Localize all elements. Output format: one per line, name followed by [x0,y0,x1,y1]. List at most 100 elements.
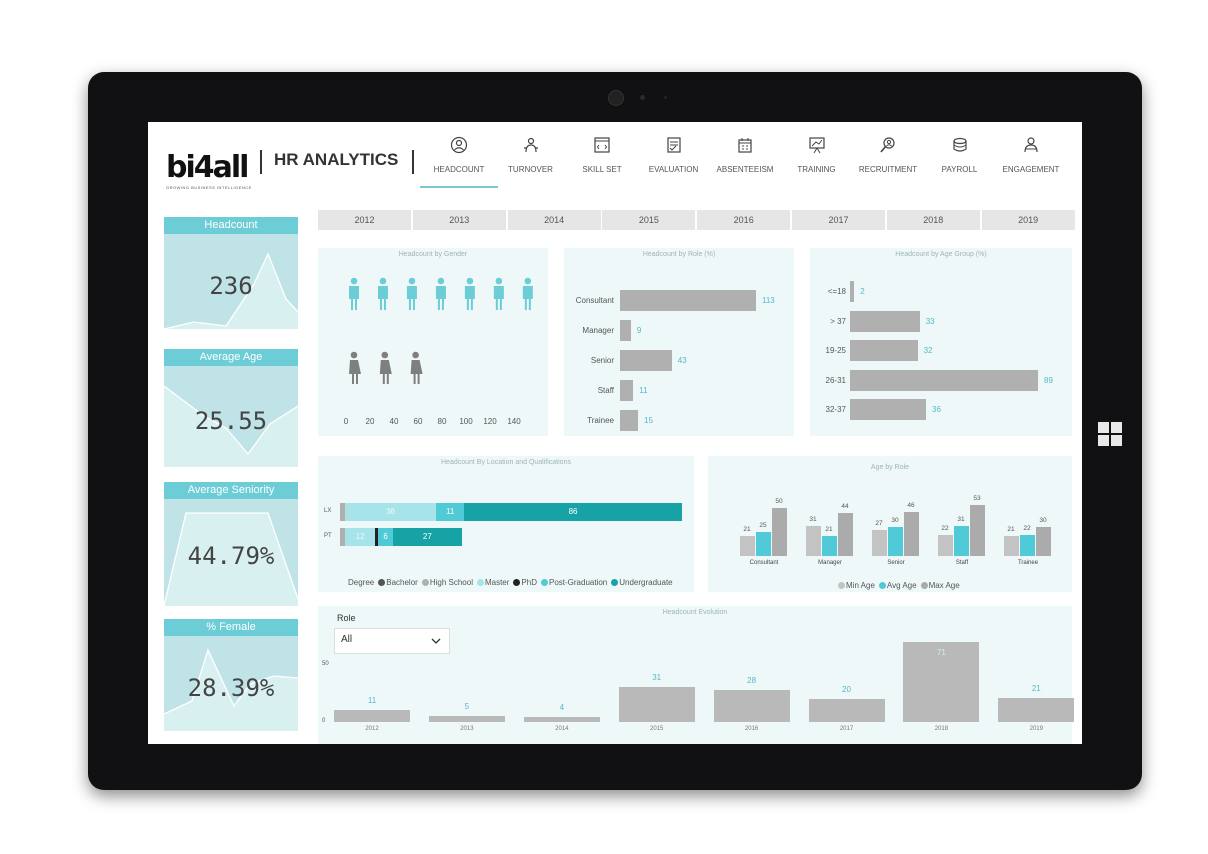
divider [412,150,414,174]
bar[interactable] [938,534,953,556]
year-button-2014[interactable]: 2014 [507,210,601,230]
nav-tab-evaluation[interactable]: EVALUATION [635,136,713,186]
legend-item[interactable]: Post-Graduation [537,578,607,587]
role-filter-label: Role [337,613,356,623]
year-button-2016[interactable]: 2016 [697,210,791,230]
bar[interactable] [806,526,821,556]
kpi-card-average-age[interactable]: Average Age 25.55 [164,349,298,467]
nav-tab-engagement[interactable]: ENGAGEMENT [992,136,1070,186]
data-label: 25 [759,521,767,529]
bar[interactable] [850,369,1038,391]
legend-swatch [540,579,548,586]
bar[interactable] [428,716,505,722]
bar[interactable] [756,531,771,556]
x-tick-label: 140 [507,417,521,426]
bar-segment[interactable] [340,528,346,546]
kpi-card-average-seniority[interactable]: Average Seniority 44.79% [164,482,298,606]
bar-segment[interactable] [340,503,346,521]
bar[interactable] [850,310,920,332]
year-button-2018[interactable]: 2018 [886,210,980,230]
bar[interactable] [850,399,927,420]
bar[interactable] [620,410,639,431]
bar[interactable] [620,350,672,371]
bar[interactable] [620,320,631,341]
windows-logo-icon[interactable] [1098,422,1122,446]
bar-segment[interactable] [375,528,378,546]
x-tick-label: 20 [366,417,375,426]
female-person-icon [349,351,361,384]
bar[interactable] [822,535,837,556]
year-button-2013[interactable]: 2013 [412,210,506,230]
nav-tab-label: PAYROLL [941,165,978,174]
bar-segment[interactable]: 12 [345,528,376,546]
data-label: 32 [923,346,933,355]
legend-item[interactable]: Max Age [917,581,960,590]
bar[interactable] [838,513,853,556]
data-label: 43 [677,356,687,365]
bar-segment[interactable]: 86 [464,503,682,521]
nav-tab-label: SKILL SET [582,165,622,174]
brand-logo[interactable]: bi4all [166,150,249,185]
legend-item[interactable]: PhD [509,578,537,587]
bar[interactable] [850,281,855,302]
bar[interactable] [998,698,1075,722]
bar[interactable] [618,686,695,722]
year-button-2012[interactable]: 2012 [318,210,411,230]
kpi-card-headcount[interactable]: Headcount 236 [164,217,298,329]
bar[interactable] [1004,535,1019,556]
legend-item[interactable]: Master [473,578,509,587]
legend-item[interactable]: Min Age [834,581,875,590]
bar[interactable] [888,527,903,556]
male-person-icon [349,277,359,310]
nav-tab-headcount[interactable]: HEADCOUNT [420,136,498,188]
bar[interactable] [904,511,919,556]
year-button-2015[interactable]: 2015 [602,210,696,230]
data-label: 89 [1044,375,1053,385]
nav-tab-skill-set[interactable]: SKILL SET [563,136,641,186]
bar[interactable] [903,641,980,722]
bar[interactable] [740,535,755,556]
bar[interactable] [1020,534,1035,556]
legend-item[interactable]: High School [418,578,473,587]
data-label: 21 [1007,525,1015,533]
nav-tab-absenteeism[interactable]: ABSENTEEISM [706,136,784,186]
role-dropdown[interactable]: All [334,628,450,654]
bar[interactable] [1036,527,1051,556]
year-button-2019[interactable]: 2019 [981,210,1075,230]
data-label: 21 [743,525,751,533]
legend-swatch [476,579,484,586]
bar-segment[interactable]: 36 [345,503,437,521]
nav-tab-recruitment[interactable]: RECRUITMENT [849,136,927,186]
bar[interactable] [772,507,787,556]
nav-tab-payroll[interactable]: PAYROLL [921,136,999,186]
bar-segment[interactable]: 27 [393,528,462,546]
legend-swatch [611,579,619,586]
legend-swatch [421,579,429,586]
year-button-2017[interactable]: 2017 [792,210,885,230]
legend-item[interactable]: Avg Age [875,581,917,590]
legend-item[interactable]: Bachelor [374,578,418,587]
y-tick-label: 0 [322,718,326,724]
nav-tab-training[interactable]: TRAINING [778,136,856,186]
category-label: > 37 [830,316,846,326]
bar[interactable] [850,340,918,361]
nav-tab-turnover[interactable]: TURNOVER [492,136,570,186]
bar[interactable] [620,380,634,401]
data-label: 22 [941,524,949,532]
legend-item[interactable]: Undergraduate [607,578,673,587]
kpi-sparkline [164,252,298,329]
bar[interactable] [970,504,985,556]
bar[interactable] [334,709,410,722]
kpi-card--female[interactable]: % Female 28.39% [164,619,298,731]
bar-segment[interactable]: 6 [378,528,394,546]
bar[interactable] [872,529,887,556]
bar[interactable] [713,690,790,722]
bar[interactable] [523,717,600,722]
x-tick-label: 2014 [555,726,569,732]
bar[interactable] [954,526,969,556]
kpi-value: 25.55 [194,407,268,435]
bar[interactable] [620,290,756,311]
bar-segment[interactable]: 11 [436,503,465,521]
bar[interactable] [808,699,885,722]
legend-label: Max Age [928,581,960,590]
